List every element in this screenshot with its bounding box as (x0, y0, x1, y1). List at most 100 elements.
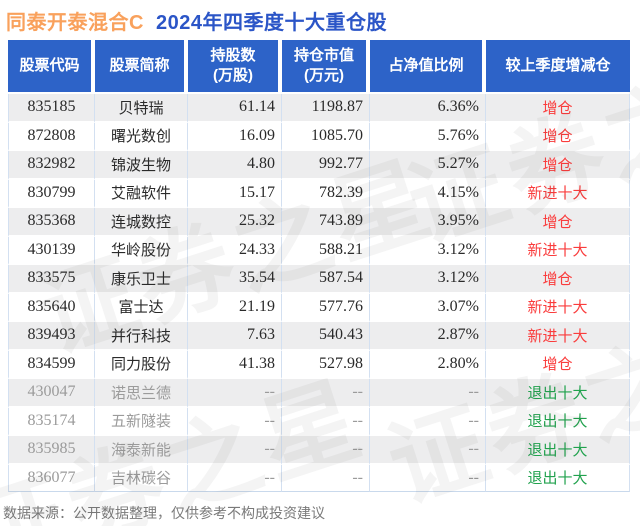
report-subtitle: 2024年四季度十大重仓股 (155, 12, 387, 34)
market-value-cell: 577.76 (282, 293, 370, 322)
shares-cell: 15.17 (188, 179, 282, 208)
market-value-cell: -- (282, 379, 370, 408)
change-label: 新进十大 (527, 242, 588, 260)
change-label: 退出十大 (527, 384, 588, 402)
change-cell: 新进十大 (486, 179, 630, 208)
market-value-cell: -- (282, 407, 370, 436)
stock-code-cell: 832982 (8, 151, 95, 180)
change-label: 增仓 (542, 156, 573, 174)
table-row: 830799 艾融软件 15.17 782.39 4.15% 新进十大 (8, 179, 630, 208)
stock-code-cell: 430047 (8, 379, 95, 408)
change-cell: 退出十大 (486, 436, 630, 465)
change-cell: 新进十大 (486, 293, 630, 322)
stock-name-cell: 华岭股份 (95, 236, 188, 265)
table-body: 835185 贝特瑞 61.14 1198.87 6.36% 增仓 872808 曙光数创 16… (8, 94, 630, 492)
shares-cell: 24.33 (188, 236, 282, 265)
shares-cell: 4.80 (188, 151, 282, 180)
shares-cell: -- (188, 379, 282, 408)
net-ratio-cell: 5.76% (370, 122, 486, 151)
header-market-value: 持仓市值 (万元) (282, 40, 370, 94)
change-label: 新进十大 (527, 185, 588, 203)
page-title: 同泰开泰混合C 2024年四季度十大重仓股 (6, 6, 387, 35)
market-value-cell: 1085.70 (282, 122, 370, 151)
net-ratio-cell: 3.12% (370, 236, 486, 265)
net-ratio-cell: -- (370, 436, 486, 465)
stock-code-cell: 830799 (8, 179, 95, 208)
shares-cell: -- (188, 464, 282, 492)
change-label: 退出十大 (527, 470, 588, 488)
net-ratio-cell: 5.27% (370, 151, 486, 180)
table-row: 835640 富士达 21.19 577.76 3.07% 新进十大 (8, 293, 630, 322)
table-row: 430139 华岭股份 24.33 588.21 3.12% 新进十大 (8, 236, 630, 265)
stock-name-cell: 富士达 (95, 293, 188, 322)
change-cell: 退出十大 (486, 379, 630, 408)
table-row: 835174 五新隧装 -- -- -- 退出十大 (8, 407, 630, 436)
change-cell: 退出十大 (486, 407, 630, 436)
net-ratio-cell: 3.07% (370, 293, 486, 322)
stock-code-cell: 835368 (8, 208, 95, 237)
table-row: 872808 曙光数创 16.09 1085.70 5.76% 增仓 (8, 122, 630, 151)
stock-code-cell: 835640 (8, 293, 95, 322)
shares-cell: 25.32 (188, 208, 282, 237)
stock-name-cell: 海泰新能 (95, 436, 188, 465)
stock-code-cell: 835185 (8, 94, 95, 123)
data-source-note: 数据来源：公开数据整理，仅供参考不构成投资建议 (3, 505, 325, 521)
stock-code-cell: 836077 (8, 464, 95, 492)
market-value-cell: 992.77 (282, 151, 370, 180)
net-ratio-cell: 2.87% (370, 322, 486, 351)
stock-code-cell: 835985 (8, 436, 95, 465)
stock-code-cell: 839493 (8, 322, 95, 351)
change-cell: 增仓 (486, 350, 630, 379)
change-label: 新进十大 (527, 327, 588, 345)
shares-cell: 21.19 (188, 293, 282, 322)
table-row: 839493 并行科技 7.63 540.43 2.87% 新进十大 (8, 322, 630, 351)
net-ratio-cell: 6.36% (370, 94, 486, 123)
stock-name-cell: 吉林碳谷 (95, 464, 188, 492)
change-label: 增仓 (542, 128, 573, 146)
change-cell: 新进十大 (486, 322, 630, 351)
shares-cell: 35.54 (188, 265, 282, 294)
stock-code-cell: 835174 (8, 407, 95, 436)
stock-code-cell: 834599 (8, 350, 95, 379)
change-label: 新进十大 (527, 299, 588, 317)
stock-name-cell: 连城数控 (95, 208, 188, 237)
change-cell: 增仓 (486, 265, 630, 294)
market-value-cell: 527.98 (282, 350, 370, 379)
shares-cell: 41.38 (188, 350, 282, 379)
stock-code-cell: 872808 (8, 122, 95, 151)
change-cell: 增仓 (486, 122, 630, 151)
header-net-ratio: 占净值比例 (370, 40, 486, 94)
table-row: 833575 康乐卫士 35.54 587.54 3.12% 增仓 (8, 265, 630, 294)
header-stock-code: 股票代码 (8, 40, 95, 94)
shares-cell: 16.09 (188, 122, 282, 151)
net-ratio-cell: 3.95% (370, 208, 486, 237)
change-cell: 增仓 (486, 208, 630, 237)
market-value-cell: 782.39 (282, 179, 370, 208)
stock-name-cell: 艾融软件 (95, 179, 188, 208)
market-value-cell: -- (282, 464, 370, 492)
table-row: 834599 同力股份 41.38 527.98 2.80% 增仓 (8, 350, 630, 379)
change-cell: 增仓 (486, 151, 630, 180)
header-stock-name: 股票简称 (95, 40, 188, 94)
stock-name-cell: 曙光数创 (95, 122, 188, 151)
stock-name-cell: 五新隧装 (95, 407, 188, 436)
table-row: 835185 贝特瑞 61.14 1198.87 6.36% 增仓 (8, 94, 630, 123)
stock-name-cell: 诺思兰德 (95, 379, 188, 408)
stock-name-cell: 贝特瑞 (95, 94, 188, 123)
header-shares-held: 持股数 (万股) (188, 40, 282, 94)
holdings-table: 股票代码 股票简称 持股数 (万股) 持仓市值 (万元) 占净值比例 较上季度增… (8, 40, 630, 492)
fund-name: 同泰开泰混合C (6, 12, 144, 34)
stock-name-cell: 并行科技 (95, 322, 188, 351)
change-cell: 新进十大 (486, 236, 630, 265)
net-ratio-cell: 4.15% (370, 179, 486, 208)
market-value-cell: 743.89 (282, 208, 370, 237)
stock-name-cell: 锦波生物 (95, 151, 188, 180)
net-ratio-cell: -- (370, 464, 486, 492)
market-value-cell: 540.43 (282, 322, 370, 351)
change-label: 退出十大 (527, 441, 588, 459)
shares-cell: 61.14 (188, 94, 282, 123)
market-value-cell: -- (282, 436, 370, 465)
shares-cell: -- (188, 436, 282, 465)
change-label: 增仓 (542, 356, 573, 374)
